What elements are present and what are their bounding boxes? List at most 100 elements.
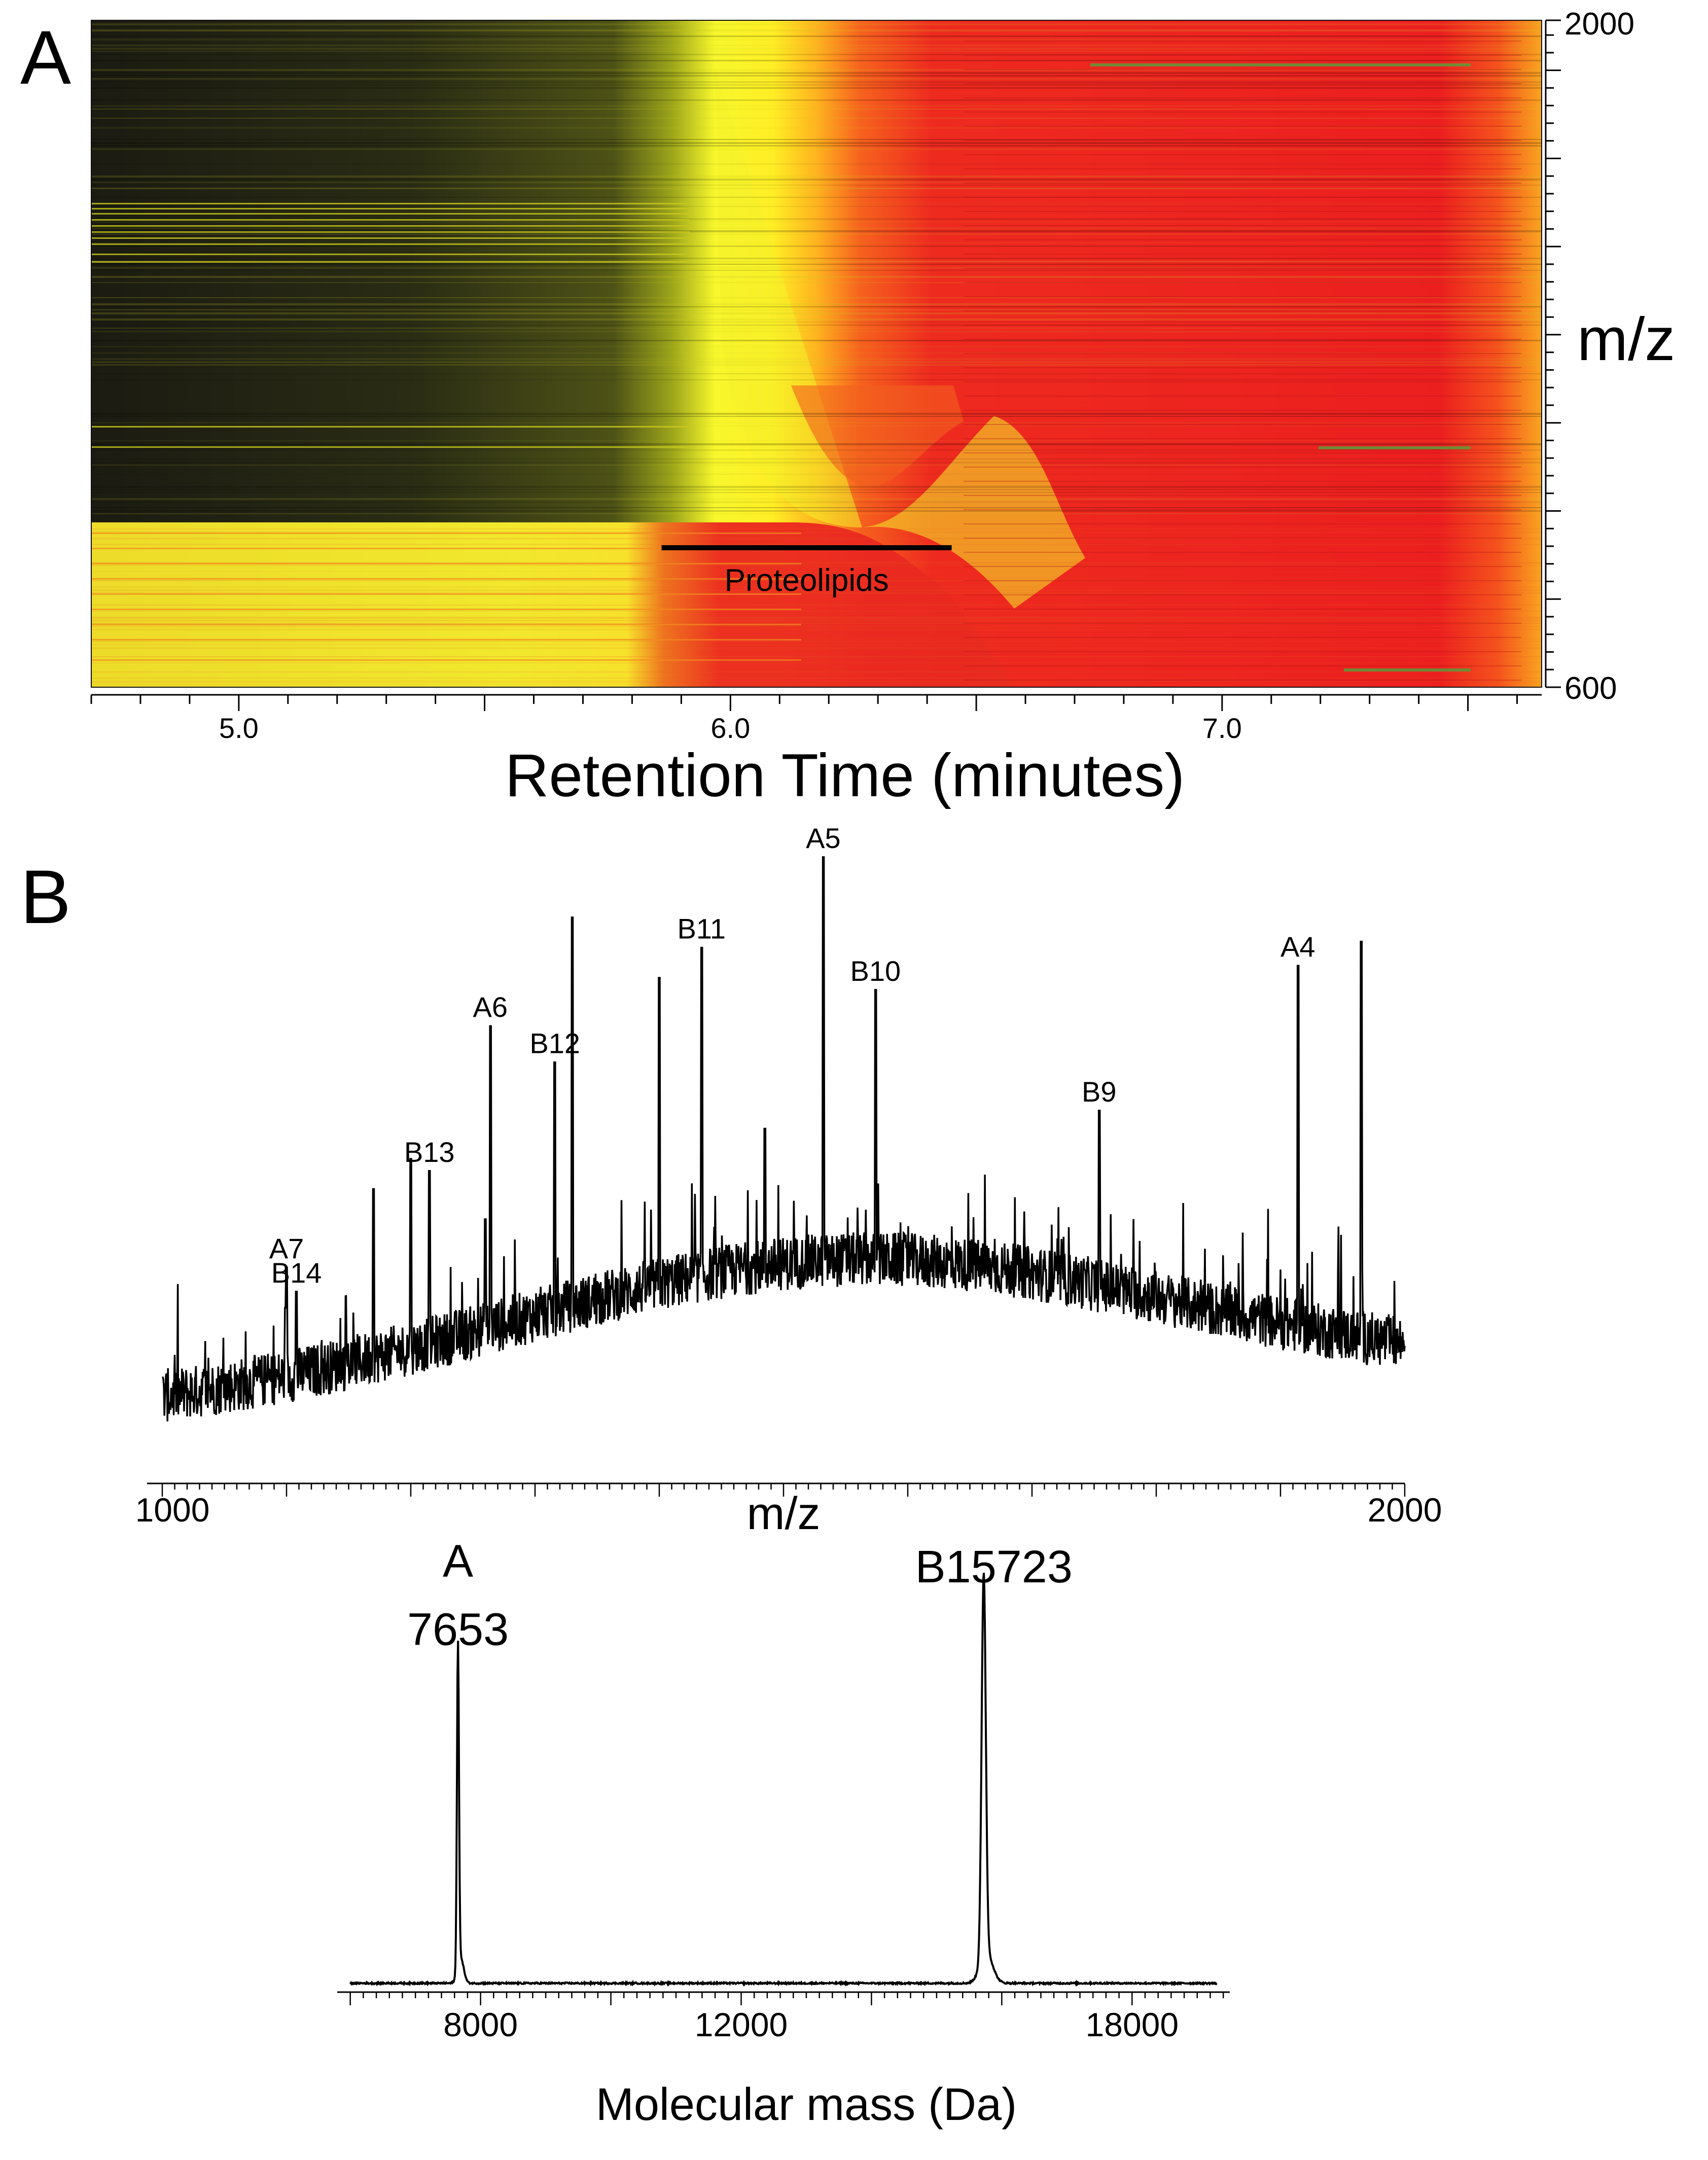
heatmap-stripe <box>91 507 1542 508</box>
heatmap-stripe <box>91 544 1542 545</box>
heatmap-bright-line <box>91 261 690 263</box>
x-tick-label-8000: 8000 <box>443 2006 518 2043</box>
heatmap-stripe <box>91 99 1542 101</box>
heatmap-stripe <box>91 684 1542 685</box>
heatmap-orange-line <box>91 659 801 661</box>
heatmap-stripe <box>91 489 1542 490</box>
heatmap-stripe <box>91 245 1542 247</box>
heatmap-orange-line <box>91 578 801 580</box>
x-axis-title-a: Retention Time (minutes) <box>505 741 1185 809</box>
heatmap-stripe <box>91 297 1542 298</box>
heatmap-bright-line <box>91 237 690 239</box>
heatmap-stripe <box>91 60 1542 61</box>
heatmap-stripe <box>91 644 1542 645</box>
heatmap-stripe <box>91 361 1542 363</box>
heatmap-stripe <box>91 109 1542 110</box>
heatmap-stripe <box>91 662 1542 663</box>
heatmap-stripe <box>91 611 1542 612</box>
heatmap-dark-line <box>964 112 1521 113</box>
heatmap-stripe <box>91 443 1542 445</box>
x-tick-label-1000: 1000 <box>135 1491 210 1529</box>
heatmap-dark-line <box>964 225 1521 226</box>
heatmap-dark-line <box>964 680 1521 681</box>
heatmap-stripe <box>91 605 1542 606</box>
heatmap-bright-line <box>91 208 690 209</box>
heatmap-stripe <box>91 647 1542 649</box>
heatmap-stripe <box>91 258 1542 259</box>
heatmap-dark-line <box>964 69 1521 70</box>
figure: A Proteolipids 2000 600 m/z 5.0 6.0 7.0 … <box>0 0 1708 2160</box>
heatmap-stripe <box>91 498 1542 500</box>
heatmap-bright-line <box>91 219 690 221</box>
heatmap-stripe <box>91 306 1542 307</box>
heatmap-dark-line <box>964 467 1521 468</box>
heatmap-orange-line <box>91 639 801 641</box>
heatmap-stripe <box>91 465 1542 466</box>
heatmap-orange-line <box>91 593 801 595</box>
heatmap-stripe <box>91 39 1542 41</box>
heatmap-stripe <box>91 671 1542 672</box>
heatmap-stripe <box>91 449 1542 451</box>
peak-label-b13: B13 <box>404 1136 455 1168</box>
peak-labels: A7B14B13A6B12B11A5B10B9A4 <box>269 822 1315 1289</box>
heatmap-stripe <box>91 678 1542 679</box>
heatmap-stripe <box>91 148 1542 150</box>
peak-a-mass: 7653 <box>407 1604 509 1655</box>
heatmap-stripe <box>91 75 1542 77</box>
heatmap-stripe <box>91 127 1542 129</box>
heatmap-stripe <box>91 175 1542 178</box>
heatmap-stripe <box>91 656 1542 657</box>
heatmap-stripe <box>91 81 1542 83</box>
heatmap-stripe <box>91 328 1542 329</box>
heatmap-stripe <box>91 78 1542 80</box>
heatmap-stripe <box>91 188 1542 189</box>
heatmap-dark-line <box>964 509 1521 510</box>
y-tick-label-top: 2000 <box>1564 7 1634 42</box>
heatmap-dark-line <box>964 438 1521 439</box>
heatmap-dark-line <box>964 552 1521 553</box>
heatmap-dark-line <box>964 580 1521 581</box>
heatmap-orange-line <box>91 624 801 625</box>
heatmap-stripe <box>91 492 1542 493</box>
x-tick-label-6: 6.0 <box>710 712 750 744</box>
heatmap-bright-line <box>91 254 690 255</box>
heatmap-stripe <box>91 346 1542 347</box>
heatmap-stripe <box>91 528 1542 529</box>
heatmap-dark-line <box>964 339 1521 340</box>
heatmap-stripe <box>91 264 1542 265</box>
heatmap-stripe <box>91 23 1542 25</box>
heatmap-stripe <box>91 513 1542 514</box>
heatmap-stripe <box>91 322 1542 323</box>
heatmap-stripe <box>91 318 1542 321</box>
x-axis-retention <box>91 695 1542 711</box>
heatmap-bright-line <box>91 203 690 204</box>
heatmap-dark-line <box>964 154 1521 155</box>
heatmap-green-streak <box>1090 63 1471 66</box>
heatmap-dark-line <box>964 254 1521 255</box>
heatmap-orange-line <box>91 563 801 564</box>
x-tick-label-7: 7.0 <box>1202 712 1242 744</box>
heatmap-stripe <box>91 474 1542 475</box>
peak-label-b11: B11 <box>678 913 726 945</box>
heatmap-dark-line <box>964 140 1521 141</box>
heatmap-stripe <box>91 373 1542 374</box>
heatmap-dark-line <box>964 325 1521 326</box>
heatmap-dark-line <box>964 481 1521 482</box>
heatmap-stripe <box>91 486 1542 488</box>
heatmap-stripe <box>91 501 1542 503</box>
y-axis-mz <box>1546 20 1561 687</box>
heatmap-dark-line <box>964 168 1521 169</box>
heatmap-stripe <box>91 221 1542 223</box>
heatmap-dark-line <box>964 55 1521 56</box>
heatmap-stripe <box>91 270 1542 271</box>
peak-label-a4: A4 <box>1280 931 1315 963</box>
heatmap-stripe <box>91 179 1542 181</box>
heatmap-stripe <box>91 312 1542 314</box>
heatmap-dark-line <box>964 183 1521 184</box>
heatmap-stripe <box>91 416 1542 417</box>
heatmap-stripe <box>91 118 1542 119</box>
heatmap-dark-line <box>964 495 1521 496</box>
heatmap-stripe <box>91 29 1542 31</box>
proteolipids-label: Proteolipids <box>725 563 889 598</box>
heatmap-stripe <box>91 510 1542 512</box>
